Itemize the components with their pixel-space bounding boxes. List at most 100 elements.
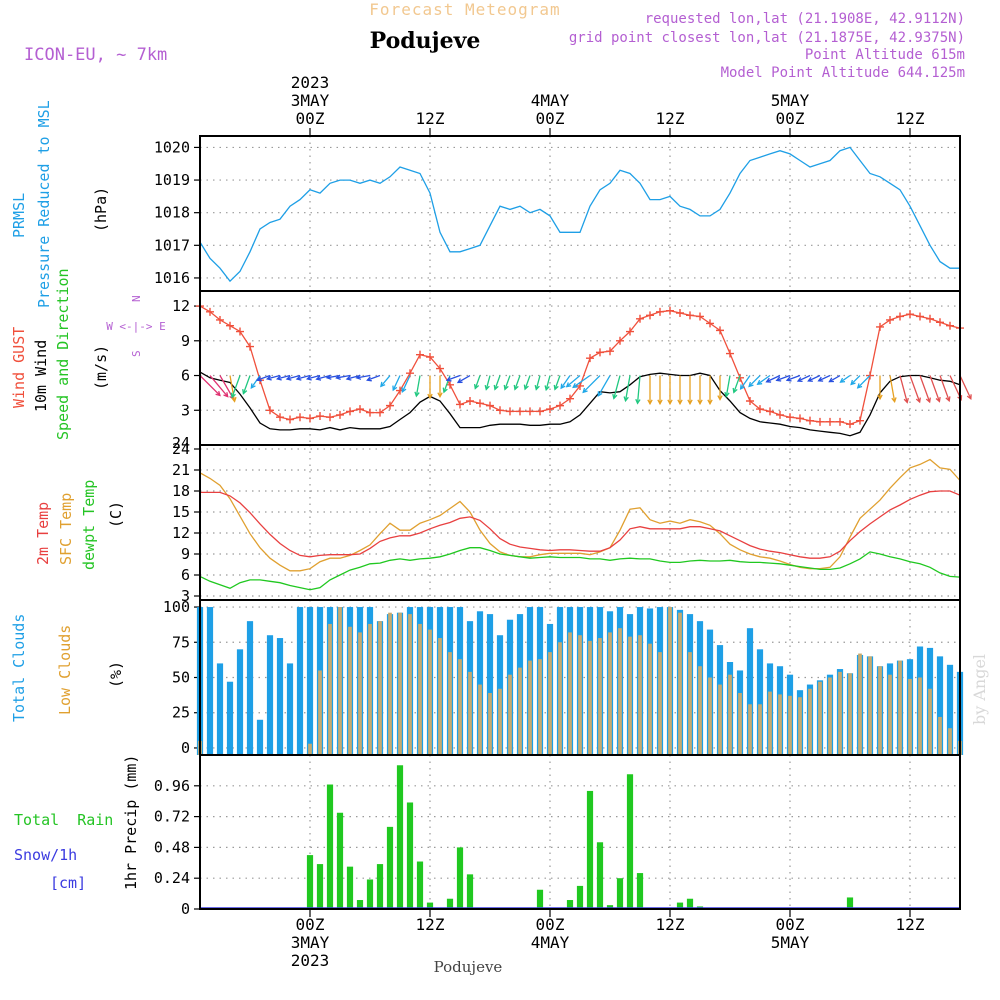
wind-arrow-head (230, 392, 236, 399)
time-label-bottom: 00Z (776, 915, 805, 934)
wind-arrow-shaft (307, 374, 321, 380)
low-cloud-bar (338, 607, 342, 755)
temp-frame (199, 444, 961, 601)
time-label-bottom: 12Z (896, 915, 925, 934)
wind-arrow-head (250, 383, 256, 389)
total-cloud-bar (216, 663, 224, 755)
footer-location: Podujeve (434, 958, 503, 976)
wind-arrow (677, 375, 683, 406)
wind-arrow (707, 375, 713, 406)
pressure-ytick-label: 1016 (154, 269, 190, 287)
wind-arrow-shaft (597, 375, 611, 397)
wind-arrow (929, 375, 941, 403)
low-cloud-bar (408, 614, 412, 755)
low-cloud-bar (908, 678, 912, 755)
gust-marker (336, 410, 344, 419)
time-label-bottom: 12Z (416, 915, 445, 934)
low-cloud-bar (588, 640, 592, 755)
wind-arrow-head (765, 377, 772, 383)
gust-marker (366, 408, 374, 417)
wind-arrow (229, 375, 237, 403)
time-label-top: 12Z (896, 109, 925, 128)
rain-bar (356, 900, 364, 909)
wind-arrow-shaft (636, 375, 641, 404)
pressure-label-sub: Pressure Reduced to MSL (35, 100, 53, 308)
low-cloud-bar (598, 638, 602, 755)
wind-arrow-shaft (939, 375, 950, 402)
wind-arrow-head (275, 375, 282, 381)
wind-arrow-shaft (572, 374, 591, 388)
low-cloud-bar (388, 612, 392, 755)
time-label-bottom: 5MAY (771, 933, 810, 952)
wind-arrow-shaft (566, 375, 581, 388)
gust-label: Wind GUST (10, 327, 28, 408)
total-cloud-bar (306, 607, 314, 755)
temp-ytick-label: 12 (172, 524, 190, 542)
wind-arrow-shaft (857, 375, 871, 389)
low-cloud-bar (668, 607, 672, 755)
pressure-ytick-label: 1020 (154, 138, 190, 156)
wind-arrow-head (366, 376, 372, 382)
wind-arrow-shaft (199, 375, 221, 396)
temp-ytick-label: 9 (181, 545, 190, 563)
precip-ytick-label: 0.24 (154, 869, 190, 887)
wind-arrow-head (572, 382, 578, 389)
gust-marker (916, 312, 924, 321)
gust-marker (376, 408, 384, 417)
rain-bar (606, 905, 614, 909)
wind-arrow-shaft (740, 375, 751, 390)
low-cloud-bar (698, 666, 702, 755)
wind-arrow (959, 375, 972, 400)
rain-bar (406, 802, 414, 909)
low-cloud-bar (368, 623, 372, 755)
wind-arrow-head (315, 375, 322, 381)
wind-arrow (230, 375, 241, 399)
wind-arrow (199, 375, 221, 397)
low-cloud-bar (618, 628, 622, 755)
low-cloud-bar (378, 621, 382, 755)
wind-arrow (796, 374, 811, 383)
rain-bar (316, 864, 324, 909)
wind-arrow (265, 374, 281, 381)
wind-arrow-shaft (959, 375, 972, 400)
wind-arrow-shaft (850, 375, 861, 385)
wind-arrow-shaft (514, 375, 521, 390)
wind-arrow-head (657, 399, 663, 406)
wind-arrow-shaft (494, 375, 501, 390)
low-cloud-bar (858, 653, 862, 755)
wind-arrow-shaft (899, 375, 908, 403)
wind-arrow-head (265, 375, 272, 381)
time-label-bottom: 2023 (291, 951, 330, 970)
gust-marker (526, 407, 534, 416)
total-cloud-bar (286, 663, 294, 755)
wind-arrow-head (635, 398, 641, 405)
wind-arrow-shaft (786, 374, 801, 381)
gust-marker (906, 310, 914, 319)
wind-arrow-shaft (829, 374, 841, 383)
rain-bar (466, 874, 474, 909)
wind-arrow (657, 375, 663, 406)
wind-bottom-tick-label: 24 (172, 434, 190, 452)
wind-arrow-head (935, 396, 941, 403)
time-label-bottom: 4MAY (531, 933, 570, 952)
snow-unit-label: [cm] (50, 874, 86, 892)
rain-bar (596, 842, 604, 909)
wind-arrow-head (256, 376, 262, 382)
gust-marker (686, 311, 694, 320)
wind-arrow (544, 375, 551, 392)
low-cloud-bar (708, 677, 712, 755)
low-cloud-bar (468, 671, 472, 755)
wind-arrow-head (891, 397, 897, 404)
wind-arrow-head (756, 379, 763, 385)
low-cloud-bar (418, 623, 422, 755)
gust-marker (726, 349, 734, 358)
wind-arrow (209, 375, 229, 398)
temp-unit: (C) (107, 501, 125, 528)
wind-arrow-head (612, 393, 618, 400)
wind-arrow (392, 375, 401, 392)
time-label-top: 5MAY (771, 91, 810, 110)
total-cloud-bar (946, 664, 954, 755)
wind-arrow-head (623, 396, 629, 403)
low-clouds-label: Low Clouds (56, 625, 74, 715)
low-cloud-bar (448, 652, 452, 755)
